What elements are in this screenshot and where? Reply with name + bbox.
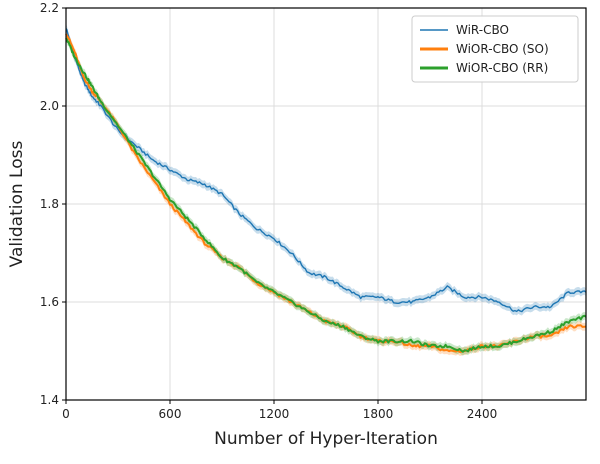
legend-label: WiOR-CBO (RR) [456,61,548,75]
x-tick-label: 1800 [363,407,394,421]
legend-label: WiR-CBO [456,23,509,37]
legend-label: WiOR-CBO (SO) [456,42,549,56]
y-tick-label: 1.4 [40,393,59,407]
x-tick-label: 600 [159,407,182,421]
x-tick-label: 2400 [467,407,498,421]
x-tick-label: 0 [62,407,70,421]
y-tick-label: 2.0 [40,99,59,113]
legend-box [411,15,579,83]
x-tick-label: 1200 [259,407,290,421]
series-line [65,37,587,353]
legend: WiR-CBO WiOR-CBO (SO) WiOR-CBO (RR) [411,15,579,83]
y-tick-label: 2.2 [40,1,59,15]
y-axis-label: Validation Loss [7,141,27,268]
y-tick-label: 1.8 [40,197,59,211]
series-lines [65,28,587,353]
x-axis-label: Number of Hyper-Iteration [214,429,438,449]
axis-ticks: 0 600 1200 1800 2400 1.4 1.6 1.8 2.0 2.2 [40,1,497,421]
y-tick-label: 1.6 [40,295,59,309]
